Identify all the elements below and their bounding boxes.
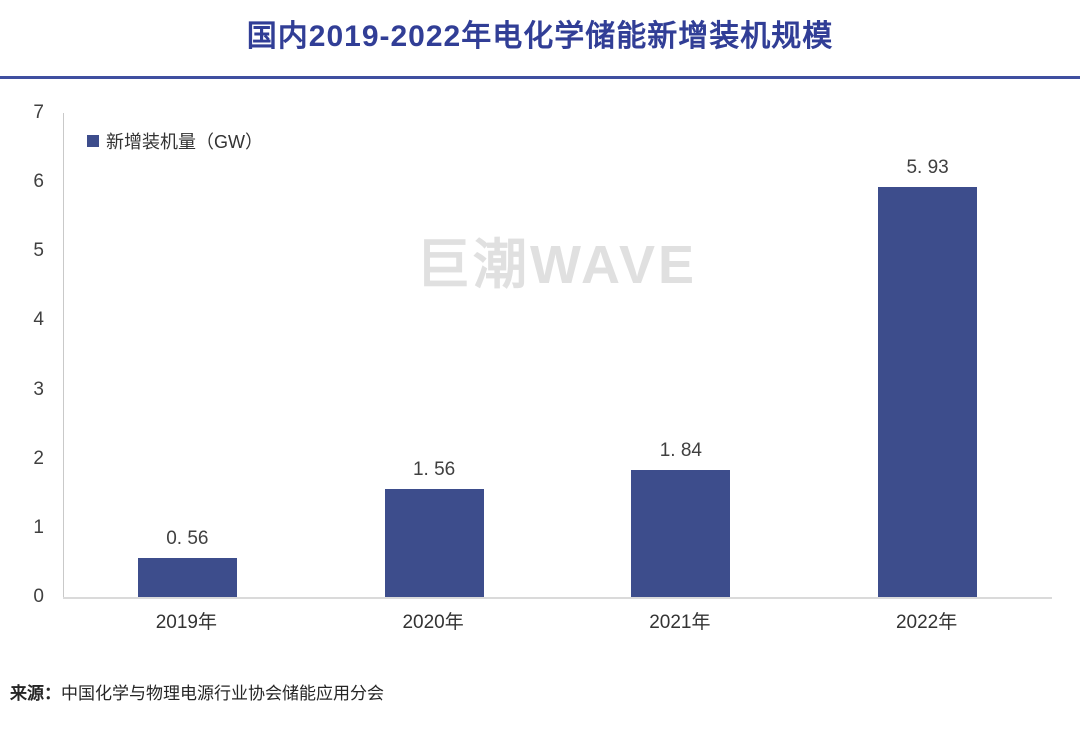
source-prefix: 来源： xyxy=(10,684,61,703)
legend-swatch-icon xyxy=(87,135,99,147)
source-note: 来源：中国化学与物理电源行业协会储能应用分会 xyxy=(10,683,384,705)
bar-value-label: 5. 93 xyxy=(906,156,949,178)
bar xyxy=(137,558,237,597)
bar xyxy=(631,469,731,597)
y-axis-tick-label: 1 xyxy=(33,516,44,538)
plot-area: 0. 56 1. 56 1. 84 5. 93 xyxy=(63,113,1051,597)
chart-title: 国内2019-2022年电化学储能新增装机规模 xyxy=(246,20,834,53)
x-axis-label: 2020年 xyxy=(402,612,464,633)
source-text: 中国化学与物理电源行业协会储能应用分会 xyxy=(61,684,384,703)
x-axis-line xyxy=(63,597,1052,599)
bar-value-label: 1. 84 xyxy=(659,439,702,461)
y-axis-tick-label: 7 xyxy=(33,102,44,123)
bar-value-label: 0. 56 xyxy=(166,528,209,550)
bar xyxy=(878,186,978,597)
bar xyxy=(384,489,484,597)
x-axis-label: 2019年 xyxy=(155,612,218,633)
y-axis-tick-label: 5 xyxy=(33,240,44,262)
legend-label: 新增装机量（GW） xyxy=(106,132,263,152)
x-axis-label: 2022年 xyxy=(895,612,958,633)
bar-value-label: 1. 56 xyxy=(412,459,456,481)
legend: 新增装机量（GW） xyxy=(87,128,263,154)
y-axis-tick-label: 0 xyxy=(33,586,44,607)
y-axis-tick-label: 2 xyxy=(33,447,44,469)
x-axis-label: 2021年 xyxy=(649,612,711,633)
y-axis-tick-label: 3 xyxy=(33,378,44,400)
title-divider xyxy=(0,76,1080,79)
y-axis-tick-label: 4 xyxy=(33,309,44,331)
y-axis-tick-label: 6 xyxy=(33,171,44,193)
